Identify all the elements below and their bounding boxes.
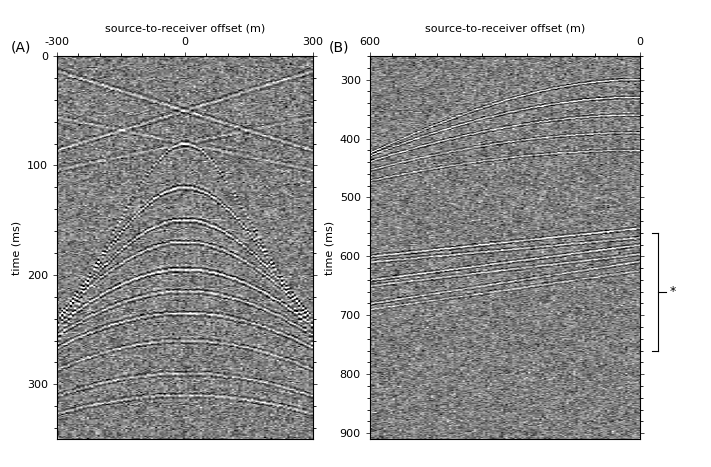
Text: (B): (B)	[329, 41, 350, 55]
X-axis label: source-to-receiver offset (m): source-to-receiver offset (m)	[105, 23, 265, 34]
Text: (A): (A)	[11, 41, 31, 55]
Y-axis label: time (ms): time (ms)	[11, 220, 21, 275]
Y-axis label: time (ms): time (ms)	[324, 220, 334, 275]
Text: *: *	[670, 285, 676, 298]
X-axis label: source-to-receiver offset (m): source-to-receiver offset (m)	[424, 23, 585, 34]
